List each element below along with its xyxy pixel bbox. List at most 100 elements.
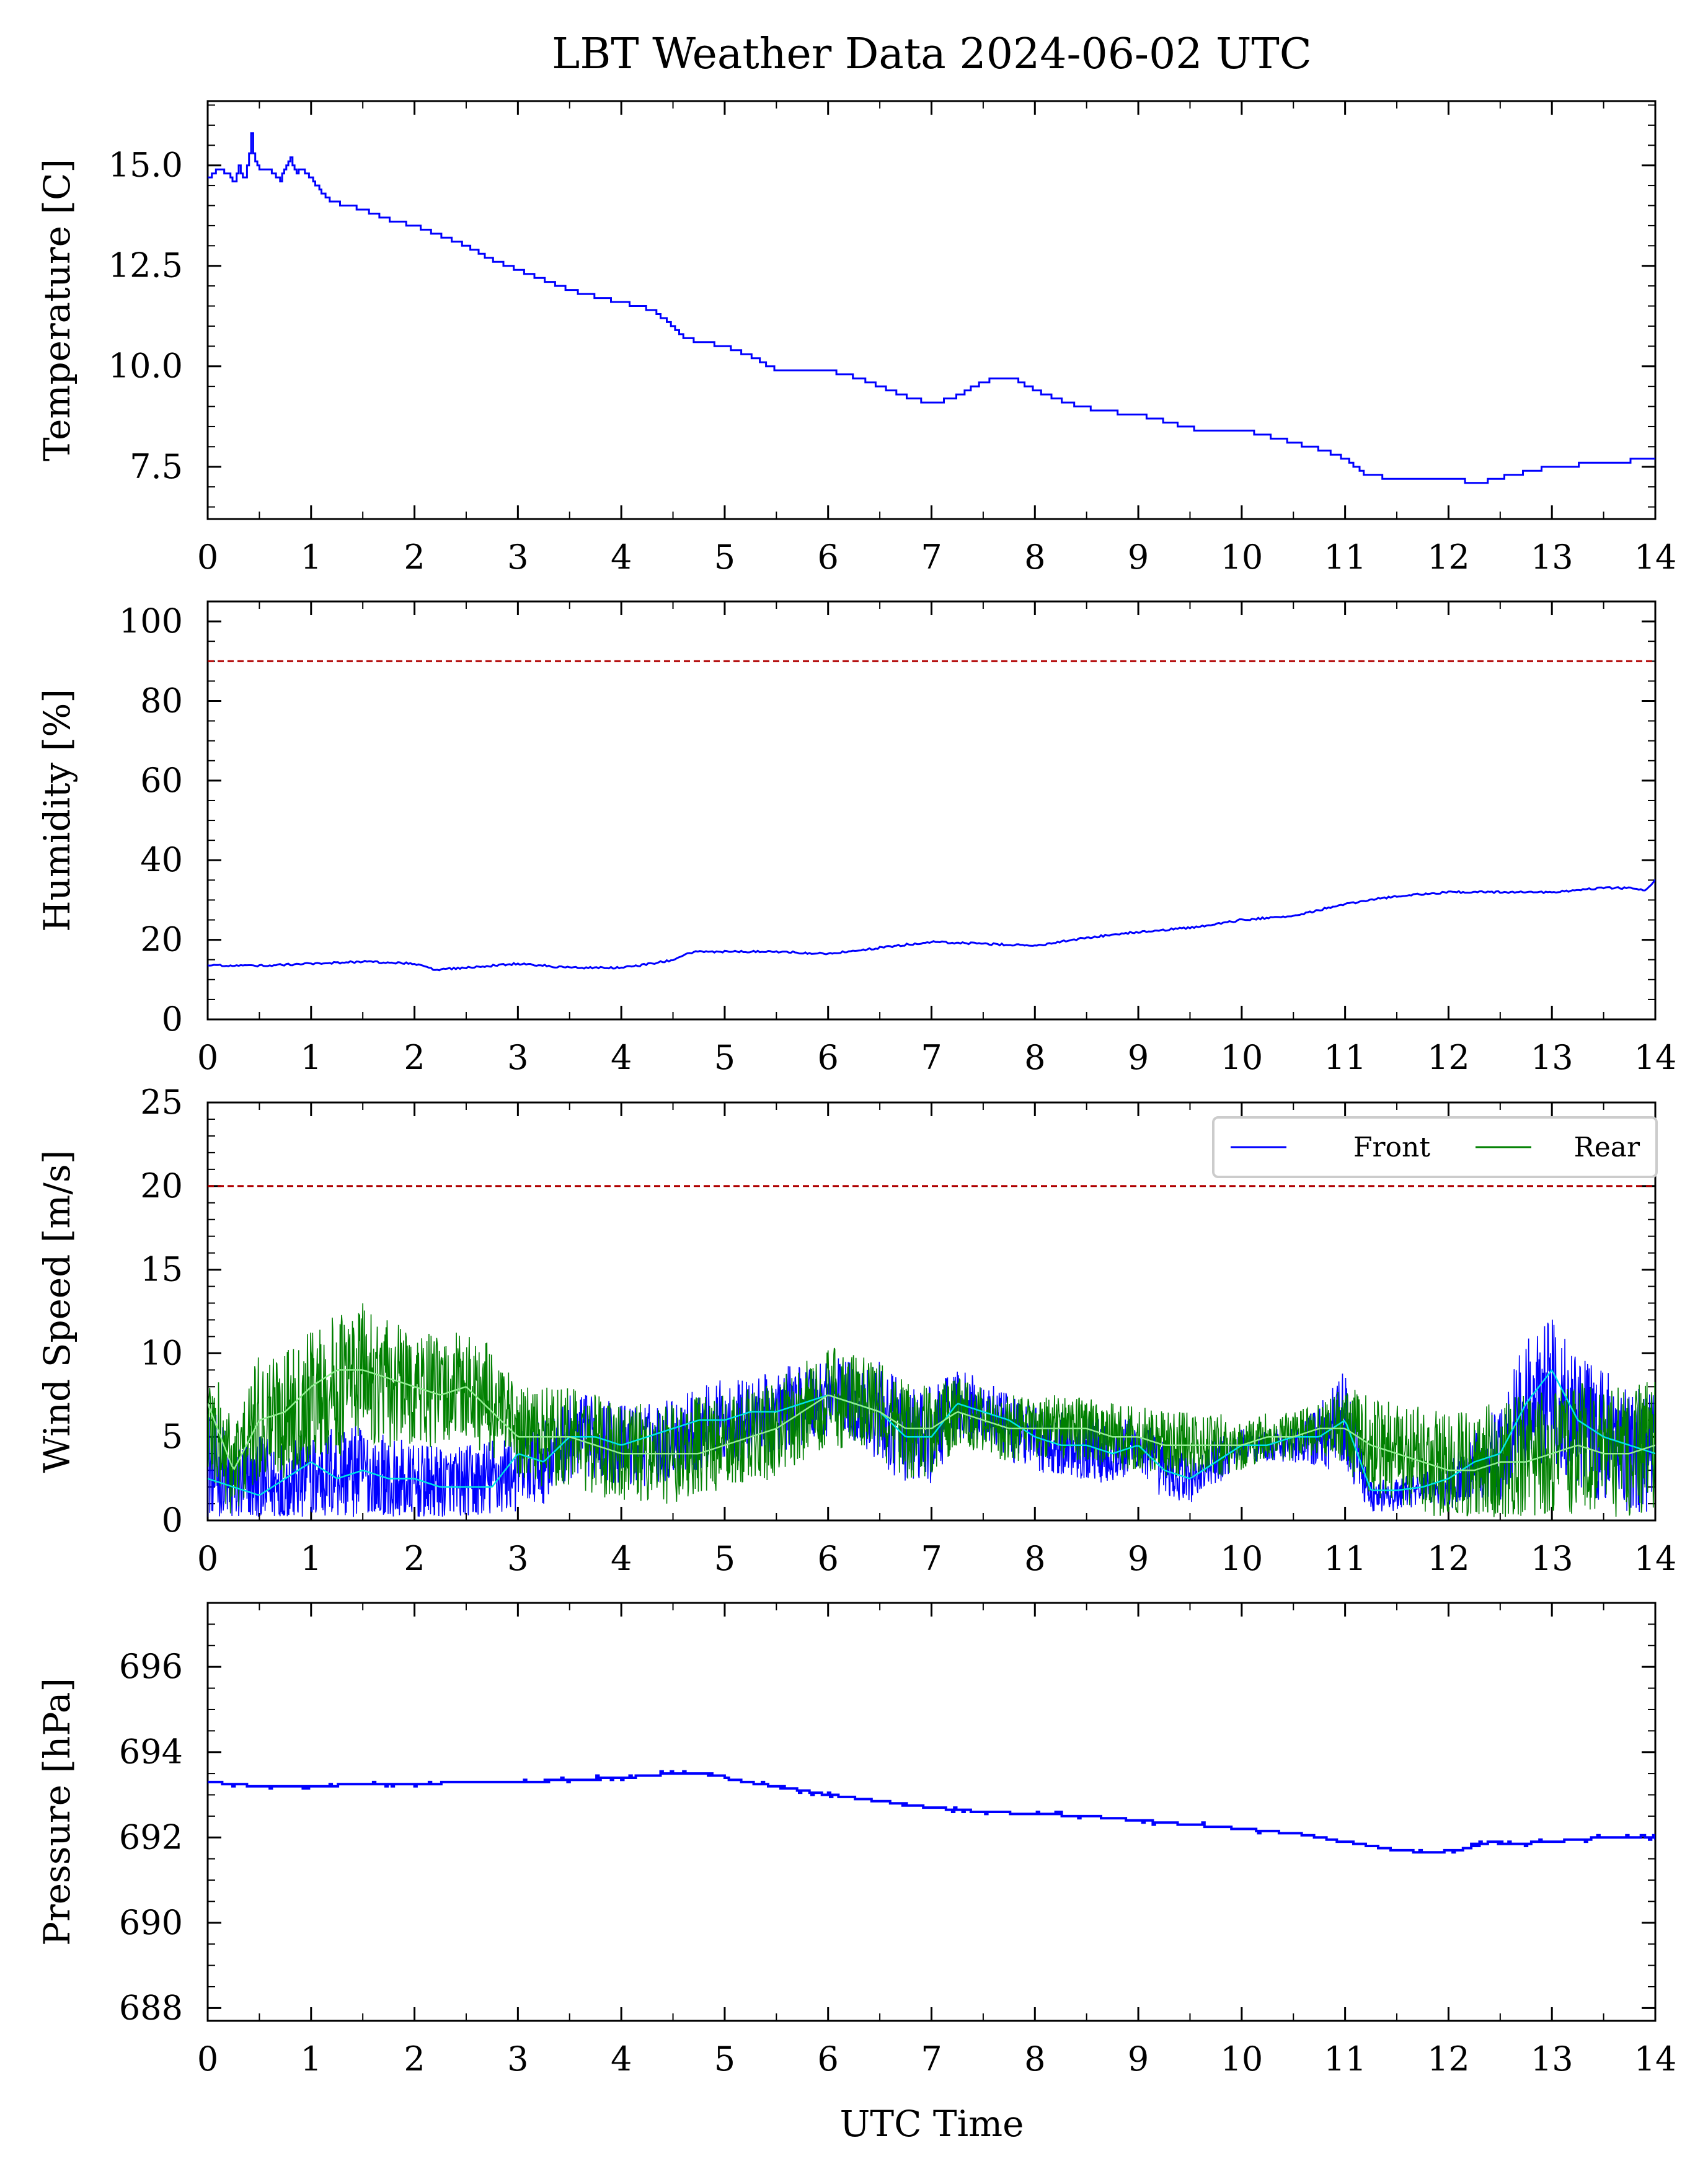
temperature-x-tick-label: 4: [611, 538, 632, 577]
wind-speed-x-tick-label: 11: [1324, 1539, 1366, 1578]
temperature-panel: Temperature [C] 0 1 2 3 4 5 6 7 8 9 10 11 12 13 147.51…: [36, 100, 1677, 577]
wind-speed-panel: Wind Speed [m/s] 0 1 2 3 4 5 6 7 8 9 10 11 12 13 14051…: [36, 1083, 1676, 1578]
temperature-x-tick-label: 5: [714, 538, 735, 577]
wind-speed-y-tick-label: 15: [140, 1250, 183, 1289]
pressure-x-tick-label: 14: [1634, 2039, 1677, 2079]
temperature-x-tick-label: 6: [818, 538, 839, 577]
wind-speed-x-tick-label: 10: [1220, 1539, 1263, 1578]
temperature-x-tick-label: 11: [1324, 538, 1366, 577]
pressure-x-tick-label: 7: [921, 2039, 942, 2079]
temperature-series: [208, 132, 1655, 484]
wind-speed-x-tick-label: 9: [1128, 1539, 1149, 1578]
pressure-y-tick-label: 692: [119, 1817, 183, 1857]
wind-speed-x-tick-label: 6: [818, 1539, 839, 1578]
figure-title: LBT Weather Data 2024-06-02 UTC: [552, 30, 1312, 79]
pressure-x-tick-label: 11: [1324, 2039, 1366, 2079]
wind-speed-x-tick-label: 12: [1427, 1539, 1470, 1578]
humidity-ticks: [206, 601, 1657, 1021]
humidity-y-tick-label: 0: [162, 1000, 183, 1039]
wind-rear-series: [208, 1303, 1655, 1517]
temperature-axis-label: Temperature [C]: [36, 159, 78, 461]
x-axis-label: UTC Time: [840, 2103, 1024, 2145]
temperature-ticks: [206, 101, 1657, 519]
pressure-x-tick-label: 2: [404, 2039, 425, 2079]
temperature-x-tick-label: 2: [404, 538, 425, 577]
humidity-x-tick-label: 14: [1634, 1038, 1677, 1077]
humidity-x-tick-label: 5: [714, 1038, 735, 1077]
temperature-x-tick-label: 3: [507, 538, 528, 577]
wind-speed-x-tick-label: 4: [611, 1539, 632, 1578]
wind-legend: Front Rear: [1212, 1116, 1658, 1178]
temperature-x-tick-label: 0: [197, 538, 218, 577]
temperature-y-tick-label: 7.5: [130, 447, 183, 486]
humidity-plot-area: [208, 879, 1655, 972]
humidity-x-tick-label: 11: [1324, 1038, 1366, 1077]
pressure-y-tick-label: 688: [119, 1988, 183, 2027]
wind-speed-ticks: [206, 1101, 1657, 1522]
temperature-x-tick-label: 14: [1634, 538, 1677, 577]
pressure-x-tick-label: 0: [197, 2039, 218, 2079]
pressure-series: [208, 1770, 1655, 1854]
humidity-x-tick-label: 12: [1427, 1038, 1470, 1077]
humidity-x-tick-label: 2: [404, 1038, 425, 1077]
wind-speed-y-tick-label: 5: [162, 1417, 183, 1456]
humidity-y-tick-label: 80: [140, 681, 183, 720]
pressure-x-tick-label: 5: [714, 2039, 735, 2079]
humidity-x-tick-label: 8: [1024, 1038, 1045, 1077]
humidity-y-tick-label: 20: [140, 920, 183, 959]
wind-speed-x-tick-label: 0: [197, 1539, 218, 1578]
humidity-x-tick-label: 9: [1128, 1038, 1149, 1077]
wind-rear-smoothed: [208, 1369, 1655, 1471]
wind-speed-y-tick-label: 25: [140, 1083, 183, 1122]
wind-speed-x-tick-label: 3: [507, 1539, 528, 1578]
wind-speed-axis-label: Wind Speed [m/s]: [36, 1150, 78, 1473]
temperature-x-tick-label: 7: [921, 538, 942, 577]
pressure-y-tick-label: 694: [119, 1733, 183, 1772]
temperature-x-tick-label: 8: [1024, 538, 1045, 577]
wind-speed-x-tick-label: 5: [714, 1539, 735, 1578]
pressure-x-tick-label: 3: [507, 2039, 528, 2079]
temperature-x-tick-label: 12: [1427, 538, 1470, 577]
pressure-plot-area: [208, 1770, 1655, 1854]
pressure-x-tick-label: 4: [611, 2039, 632, 2079]
temperature-x-tick-label: 9: [1128, 538, 1149, 577]
humidity-x-tick-label: 0: [197, 1038, 218, 1077]
humidity-y-tick-label: 40: [140, 840, 183, 879]
wind-speed-x-tick-label: 13: [1531, 1539, 1573, 1578]
legend-rear-label: Rear: [1574, 1132, 1640, 1163]
temperature-y-tick-label: 12.5: [108, 246, 183, 285]
wind-speed-y-tick-label: 0: [162, 1501, 183, 1540]
legend-box: [1212, 1116, 1658, 1178]
pressure-axis-label: Pressure [hPa]: [36, 1678, 78, 1946]
humidity-x-tick-label: 3: [507, 1038, 528, 1077]
legend-front-label: Front: [1353, 1132, 1430, 1163]
pressure-y-tick-label: 696: [119, 1647, 183, 1686]
temperature-x-tick-label: 13: [1531, 538, 1573, 577]
wind-speed-y-tick-label: 20: [140, 1166, 183, 1205]
pressure-x-tick-label: 9: [1128, 2039, 1149, 2079]
wind-speed-x-tick-label: 14: [1634, 1539, 1677, 1578]
pressure-x-tick-label: 13: [1531, 2039, 1573, 2079]
wind-speed-x-tick-label: 7: [921, 1539, 942, 1578]
temperature-x-tick-label: 10: [1220, 538, 1263, 577]
temperature-y-tick-label: 15.0: [108, 146, 183, 185]
wind-speed-x-tick-label: 1: [301, 1539, 322, 1578]
humidity-x-tick-label: 4: [611, 1038, 632, 1077]
wind-speed-x-tick-label: 8: [1024, 1539, 1045, 1578]
temperature-plot-area: [208, 132, 1655, 484]
pressure-x-tick-label: 1: [301, 2039, 322, 2079]
wind-speed-x-tick-label: 2: [404, 1539, 425, 1578]
wind-speed-plot-area: [208, 1303, 1655, 1517]
humidity-y-tick-label: 60: [140, 761, 183, 800]
humidity-x-tick-label: 7: [921, 1038, 942, 1077]
temperature-y-tick-label: 10.0: [108, 347, 183, 386]
wind-front-smoothed: [208, 1369, 1655, 1496]
humidity-x-tick-label: 13: [1531, 1038, 1573, 1077]
humidity-y-tick-label: 100: [119, 601, 183, 641]
pressure-ticks: [206, 1602, 1657, 2021]
pressure-x-tick-label: 12: [1427, 2039, 1470, 2079]
pressure-x-tick-label: 6: [818, 2039, 839, 2079]
pressure-x-tick-label: 8: [1024, 2039, 1045, 2079]
pressure-y-tick-label: 690: [119, 1903, 183, 1942]
